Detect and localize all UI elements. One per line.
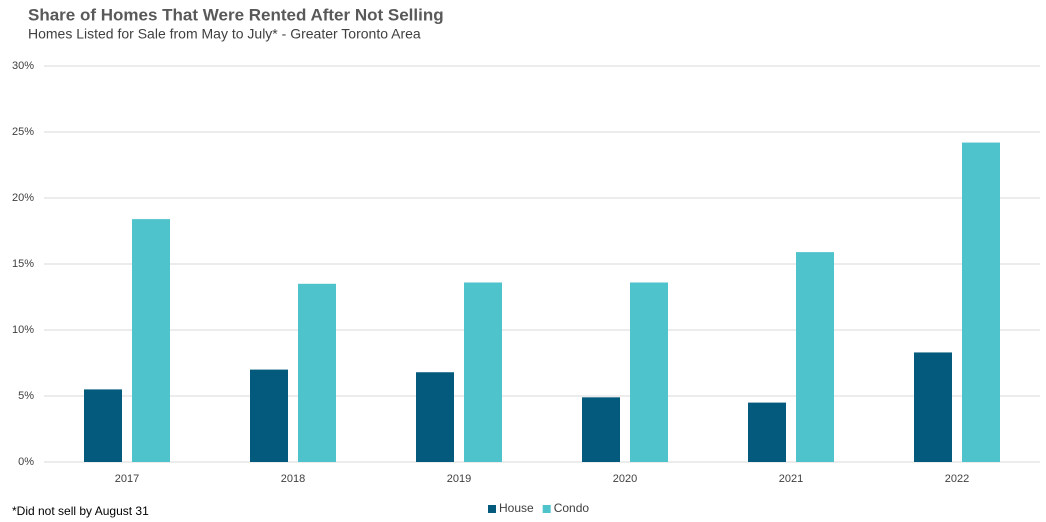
legend-swatch: [542, 505, 551, 513]
bar: [582, 397, 620, 462]
bar: [416, 372, 454, 462]
bar: [464, 282, 502, 462]
legend-swatch: [488, 505, 496, 513]
chart-subtitle: Homes Listed for Sale from May to July* …: [28, 26, 421, 42]
bar: [84, 389, 122, 462]
y-tick-label: 5%: [18, 390, 34, 402]
x-tick-label: 2017: [115, 473, 139, 485]
y-tick-label: 15%: [12, 258, 34, 270]
footnote: *Did not sell by August 31: [12, 504, 149, 518]
x-tick-label: 2018: [281, 473, 305, 485]
x-tick-label: 2019: [447, 473, 471, 485]
x-tick-label: 2021: [779, 473, 803, 485]
y-tick-label: 20%: [12, 192, 34, 204]
y-tick-label: 30%: [12, 60, 34, 72]
x-tick-label: 2022: [945, 473, 969, 485]
bar: [796, 252, 834, 462]
bar: [298, 283, 336, 462]
y-tick-label: 10%: [12, 324, 34, 336]
bar: [132, 219, 170, 462]
bar: [962, 142, 1000, 462]
bar: [748, 402, 786, 462]
legend-label: Condo: [554, 501, 590, 515]
x-tick-label: 2020: [613, 473, 637, 485]
y-tick-label: 0%: [18, 456, 34, 468]
bar: [914, 352, 952, 462]
bar: [250, 369, 288, 462]
chart-title: Share of Homes That Were Rented After No…: [28, 5, 444, 24]
y-tick-label: 25%: [12, 126, 34, 138]
legend-label: House: [499, 501, 534, 515]
bar: [630, 282, 668, 462]
